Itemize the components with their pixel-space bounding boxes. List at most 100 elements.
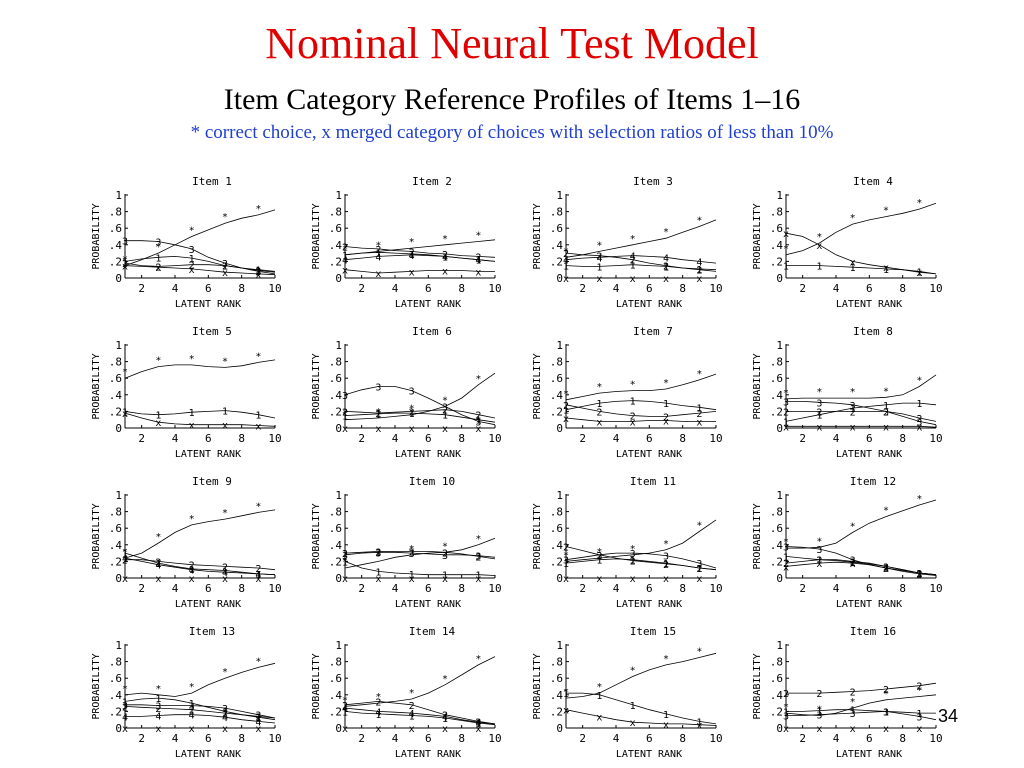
y-tick-label: 1	[556, 639, 563, 652]
point-marker-2: 2	[783, 407, 789, 418]
x-tick-label: 2	[358, 732, 365, 745]
point-marker-2: 2	[189, 706, 195, 717]
series-line-*	[565, 519, 717, 562]
point-marker-x: x	[442, 574, 448, 585]
point-marker-1: 1	[255, 713, 261, 724]
point-marker-x: x	[850, 559, 856, 570]
point-marker-x: x	[409, 424, 415, 435]
point-marker-x: x	[563, 706, 569, 717]
x-axis-label: LATENT RANK	[395, 599, 461, 610]
point-marker-2: 2	[916, 569, 922, 580]
point-marker-correct: *	[155, 242, 161, 253]
y-tick-label: .4	[329, 389, 343, 402]
x-tick-label: 8	[679, 282, 686, 295]
point-marker-3: 3	[255, 711, 261, 722]
y-axis-label: PROBABILITY	[91, 203, 102, 269]
point-marker-1: 1	[883, 707, 889, 718]
point-marker-2: 2	[222, 709, 228, 720]
point-marker-x: x	[189, 574, 195, 585]
series-line-x	[344, 269, 495, 274]
x-tick-label: 4	[392, 582, 399, 595]
point-marker-2: 2	[883, 407, 889, 418]
x-tick-label: 6	[866, 282, 873, 295]
point-marker-1: 1	[916, 709, 922, 720]
y-tick-label: .4	[329, 539, 343, 552]
point-marker-x: x	[916, 724, 922, 735]
y-tick-label: 1	[115, 489, 122, 502]
point-marker-1: 1	[475, 256, 481, 267]
point-marker-x: x	[663, 417, 669, 428]
x-tick-label: 4	[172, 282, 179, 295]
point-marker-correct: *	[883, 206, 889, 217]
point-marker-1: 1	[122, 257, 128, 268]
y-tick-label: .6	[329, 522, 342, 535]
y-tick-label: .2	[550, 405, 563, 418]
point-marker-x: x	[122, 724, 128, 735]
point-marker-correct: *	[342, 409, 348, 420]
point-marker-correct: *	[883, 506, 889, 517]
point-marker-1: 1	[630, 701, 636, 712]
y-tick-label: 0	[776, 422, 783, 435]
point-marker-x: x	[630, 718, 636, 729]
chart-title: Item 2	[412, 175, 452, 188]
x-tick-label: 6	[425, 432, 432, 445]
y-axis-label: PROBABILITY	[311, 203, 322, 269]
point-marker-x: x	[342, 574, 348, 585]
x-tick-label: 8	[679, 732, 686, 745]
x-tick-label: 2	[358, 432, 365, 445]
series-line-x	[785, 561, 937, 576]
point-marker-3: 3	[255, 267, 261, 278]
series-line-2	[124, 706, 276, 719]
point-marker-correct: *	[122, 367, 128, 378]
point-marker-2: 2	[409, 247, 415, 258]
y-axis-label: PROBABILITY	[311, 353, 322, 419]
point-marker-correct: *	[255, 656, 261, 667]
point-marker-3: 3	[475, 417, 481, 428]
point-marker-1: 1	[883, 401, 889, 412]
point-marker-1: 1	[155, 253, 161, 264]
y-axis-label: PROBABILITY	[91, 503, 102, 569]
point-marker-correct: *	[663, 539, 669, 550]
point-marker-2: 2	[816, 689, 822, 700]
point-marker-2: 2	[375, 245, 381, 256]
point-marker-correct: *	[850, 213, 856, 224]
series-line-*	[124, 359, 276, 379]
point-marker-1: 1	[816, 411, 822, 422]
x-tick-label: 8	[458, 732, 465, 745]
point-marker-correct: *	[155, 684, 161, 695]
point-marker-3: 3	[189, 245, 195, 256]
x-tick-label: 4	[613, 282, 620, 295]
point-marker-1: 1	[442, 714, 448, 725]
point-marker-4: 4	[222, 568, 228, 579]
point-marker-x: x	[596, 274, 602, 285]
legend-caption: * correct choice, x merged category of c…	[190, 122, 834, 143]
point-marker-x: x	[696, 417, 702, 428]
point-marker-3: 3	[916, 417, 922, 428]
point-marker-x: x	[375, 574, 381, 585]
y-tick-label: .8	[550, 656, 563, 669]
y-tick-label: .6	[329, 372, 342, 385]
point-marker-1: 1	[155, 411, 161, 422]
point-marker-correct: *	[222, 212, 228, 223]
point-marker-2: 2	[850, 687, 856, 698]
point-marker-1: 1	[475, 571, 481, 582]
point-marker-correct: *	[189, 226, 195, 237]
point-marker-1: 1	[596, 262, 602, 273]
x-tick-label: 8	[238, 732, 245, 745]
x-tick-label: 10	[709, 732, 722, 745]
x-tick-label: 8	[458, 282, 465, 295]
y-tick-label: 1	[115, 639, 122, 652]
x-axis-label: LATENT RANK	[175, 599, 241, 610]
point-marker-3: 3	[816, 545, 822, 556]
point-marker-3: 3	[475, 552, 481, 563]
point-marker-2: 2	[816, 556, 822, 567]
chart-16: Item 16 0 .2 .4 .6 .8 1 2 4 6 8 10 LATENT RANK PROBAB…	[752, 625, 943, 760]
y-tick-label: 1	[776, 189, 783, 202]
series-line-1	[785, 402, 937, 422]
point-marker-3: 3	[342, 551, 348, 562]
point-marker-2: 2	[255, 564, 261, 575]
point-marker-x: x	[850, 724, 856, 735]
point-marker-correct: *	[663, 378, 669, 389]
